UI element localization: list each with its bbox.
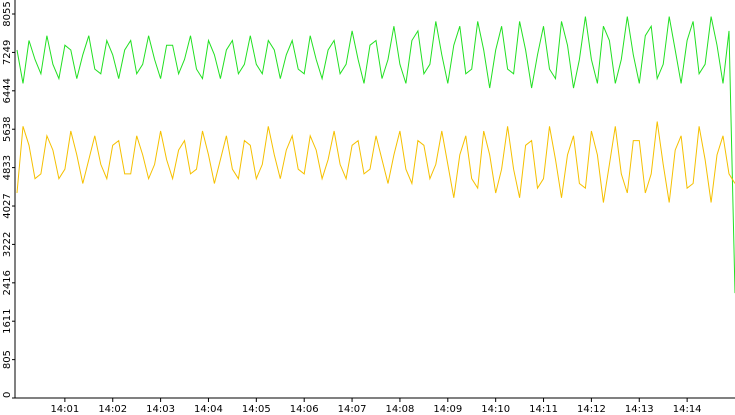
x-tick-label: 14:09 — [433, 404, 462, 415]
y-tick-label: 8055 — [2, 1, 13, 26]
x-tick-label: 14:11 — [529, 404, 558, 415]
y-tick-label: 4833 — [2, 155, 13, 180]
y-tick-label: 2416 — [2, 270, 13, 295]
y-tick-label: 0 — [2, 392, 13, 398]
y-tick-label: 3222 — [2, 232, 13, 257]
x-tick-label: 14:13 — [625, 404, 654, 415]
y-tick-label: 1611 — [2, 308, 13, 333]
x-tick-label: 14:10 — [481, 404, 510, 415]
y-tick-label: 4027 — [2, 193, 13, 218]
x-tick-label: 14:03 — [146, 404, 175, 415]
series-line — [16, 121, 735, 203]
x-tick-label: 14:08 — [386, 404, 415, 415]
x-tick-label: 14:06 — [290, 404, 319, 415]
x-tick-label: 14:12 — [577, 404, 606, 415]
x-tick-label: 14:14 — [673, 404, 702, 415]
y-tick-label: 5638 — [2, 116, 13, 141]
x-tick-label: 14:02 — [98, 404, 127, 415]
y-tick-label: 805 — [2, 350, 13, 369]
x-tick-label: 14:04 — [194, 404, 223, 415]
x-tick-label: 14:01 — [50, 404, 79, 415]
x-tick-label: 14:05 — [242, 404, 271, 415]
x-tick-label: 14:07 — [338, 404, 367, 415]
series-line — [16, 16, 735, 294]
y-tick-label: 7249 — [2, 40, 13, 65]
y-tick-label: 6444 — [2, 78, 13, 103]
